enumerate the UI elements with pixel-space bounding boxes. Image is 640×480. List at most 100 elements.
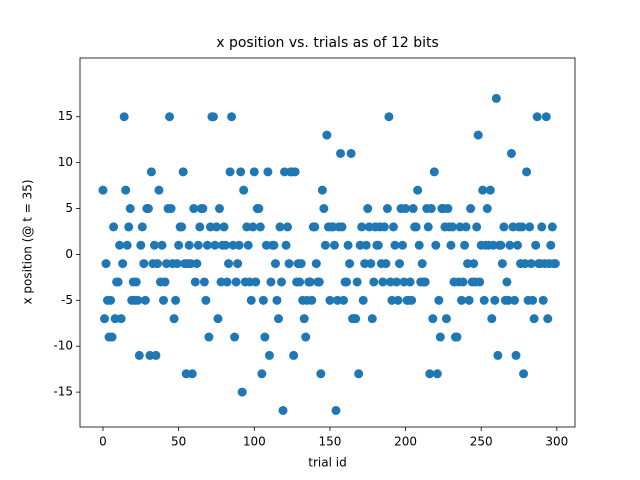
- point: [522, 167, 532, 177]
- point: [351, 314, 361, 324]
- point: [411, 222, 421, 232]
- point: [133, 295, 143, 305]
- point: [519, 369, 529, 379]
- point: [497, 259, 507, 269]
- point: [174, 240, 184, 250]
- point: [305, 277, 315, 287]
- point: [414, 240, 424, 250]
- point: [177, 222, 187, 232]
- point: [106, 295, 116, 305]
- point: [213, 314, 223, 324]
- point: [208, 112, 218, 122]
- point: [472, 222, 482, 232]
- point: [381, 259, 391, 269]
- point: [325, 295, 335, 305]
- point: [278, 405, 288, 415]
- y-tick-label: 10: [58, 155, 73, 169]
- point: [284, 259, 294, 269]
- point: [532, 112, 542, 122]
- point: [289, 350, 299, 360]
- point: [277, 277, 287, 287]
- point: [227, 112, 237, 122]
- point: [254, 204, 264, 214]
- point: [487, 314, 497, 324]
- point: [342, 277, 352, 287]
- point: [166, 204, 176, 214]
- point: [184, 240, 194, 250]
- point: [490, 295, 500, 305]
- point: [139, 259, 149, 269]
- x-tick-label: 250: [470, 435, 493, 449]
- point: [192, 259, 202, 269]
- point: [299, 314, 309, 324]
- point: [352, 277, 362, 287]
- point: [547, 222, 557, 232]
- point: [469, 259, 479, 269]
- point: [264, 350, 274, 360]
- point: [234, 240, 244, 250]
- point: [417, 259, 427, 269]
- point: [366, 259, 376, 269]
- x-tick-label: 200: [394, 435, 417, 449]
- point: [137, 222, 147, 232]
- point: [189, 204, 199, 214]
- point: [101, 259, 111, 269]
- point: [136, 240, 146, 250]
- point: [413, 185, 423, 195]
- x-tick-label: 150: [318, 435, 341, 449]
- point: [266, 277, 276, 287]
- point: [367, 314, 377, 324]
- point: [263, 167, 273, 177]
- point: [214, 204, 224, 214]
- point: [395, 259, 405, 269]
- point: [134, 350, 144, 360]
- point: [125, 204, 135, 214]
- point: [270, 259, 280, 269]
- point: [482, 204, 492, 214]
- point: [107, 332, 117, 342]
- x-tick-label: 50: [171, 435, 186, 449]
- point: [236, 167, 246, 177]
- point: [231, 277, 241, 287]
- point: [246, 295, 256, 305]
- point: [509, 295, 519, 305]
- point: [319, 204, 329, 214]
- point: [511, 350, 521, 360]
- point: [258, 295, 268, 305]
- point: [464, 295, 474, 305]
- point: [190, 277, 200, 287]
- point: [460, 240, 470, 250]
- point: [479, 295, 489, 305]
- y-tick-label: -10: [53, 339, 73, 353]
- point: [543, 314, 553, 324]
- point: [491, 93, 501, 103]
- point: [475, 277, 485, 287]
- point: [329, 240, 339, 250]
- point: [393, 295, 403, 305]
- y-tick-label: -5: [61, 293, 73, 307]
- point: [195, 222, 205, 232]
- point: [109, 222, 119, 232]
- point: [354, 369, 364, 379]
- point: [172, 259, 182, 269]
- point: [446, 240, 456, 250]
- point: [233, 259, 243, 269]
- point: [537, 222, 547, 232]
- point: [275, 222, 285, 232]
- point: [506, 148, 516, 158]
- y-tick-label: 0: [65, 247, 73, 261]
- point: [257, 369, 267, 379]
- point: [113, 277, 123, 287]
- point: [116, 314, 126, 324]
- point: [249, 167, 259, 177]
- point: [115, 240, 125, 250]
- point: [378, 277, 388, 287]
- point: [239, 185, 249, 195]
- point: [211, 222, 221, 232]
- point: [398, 240, 408, 250]
- y-axis-label: x position (@ t = 35): [21, 179, 35, 304]
- point: [538, 295, 548, 305]
- point: [435, 332, 445, 342]
- point: [140, 295, 150, 305]
